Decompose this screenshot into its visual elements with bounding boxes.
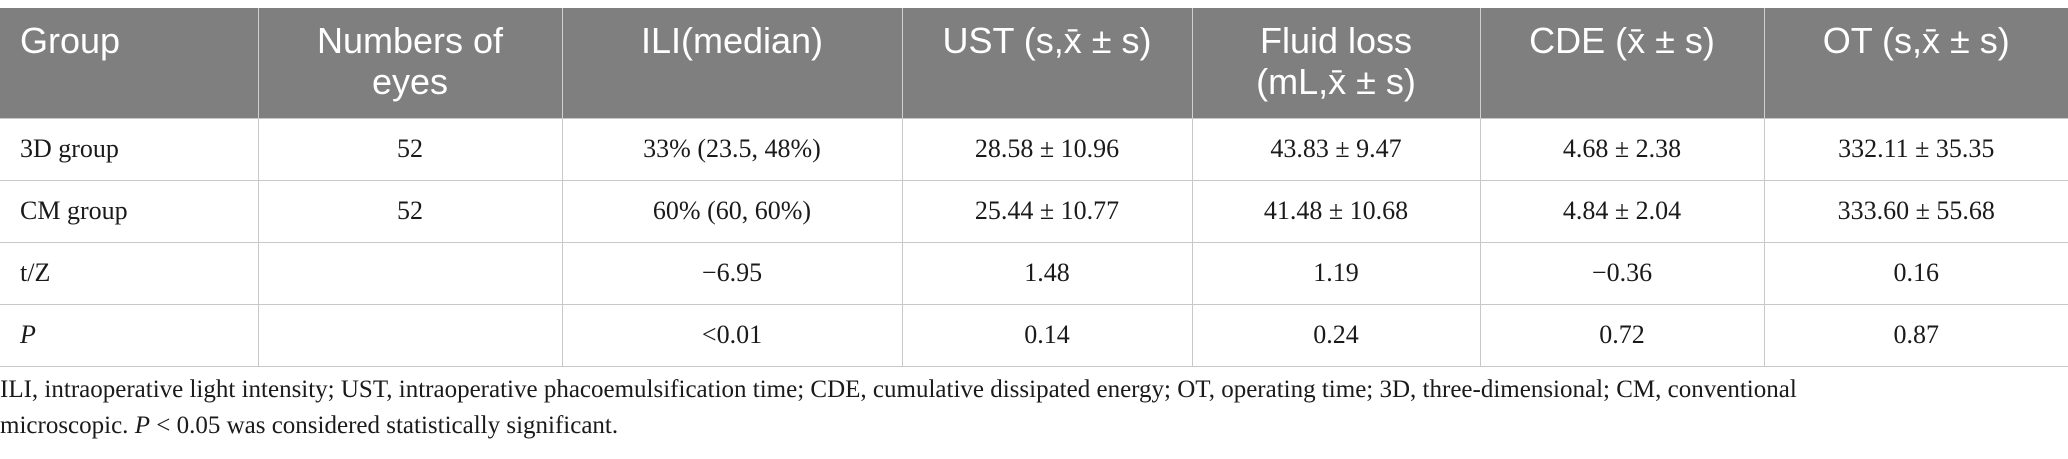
table-cell: 52: [257, 117, 562, 181]
table-cell: 1.19: [1191, 242, 1480, 305]
table-header-row: Group Numbers of eyes ILI(median) UST (s…: [0, 8, 2068, 118]
table-row-p: P <0.01 0.14 0.24 0.72 0.87: [0, 304, 2068, 367]
table-cell: 332.11 ± 35.35: [1763, 117, 2068, 181]
table-cell: 33% (23.5, 48%): [561, 117, 902, 181]
table-cell: [257, 304, 562, 367]
footnote-line-1: ILI, intraoperative light intensity; UST…: [0, 376, 1797, 403]
table-cell: 1.48: [901, 242, 1192, 305]
table-cell: 25.44 ± 10.77: [901, 180, 1192, 243]
table-cell: −0.36: [1479, 242, 1764, 305]
table-row-cm-group: CM group 52 60% (60, 60%) 25.44 ± 10.77 …: [0, 180, 2068, 243]
table-cell: −6.95: [561, 242, 902, 305]
table-cell: [257, 242, 562, 305]
header-numbers-of-eyes: Numbers of eyes: [257, 8, 562, 118]
footnote-line-2: microscopic. P < 0.05 was considered sta…: [0, 408, 2060, 444]
table-cell: <0.01: [561, 304, 902, 367]
table-cell: 0.16: [1763, 242, 2068, 305]
table-cell: P: [0, 304, 258, 367]
header-group: Group: [0, 8, 258, 118]
table-cell: 0.87: [1763, 304, 2068, 367]
table-cell: 3D group: [0, 117, 258, 181]
table-cell: t/Z: [0, 242, 258, 305]
table-cell: 41.48 ± 10.68: [1191, 180, 1480, 243]
header-ot: OT (s,x̄ ± s): [1763, 8, 2068, 118]
table-cell: 333.60 ± 55.68: [1763, 180, 2068, 243]
header-cde: CDE (x̄ ± s): [1479, 8, 1764, 118]
table-cell: 0.72: [1479, 304, 1764, 367]
table-cell: 60% (60, 60%): [561, 180, 902, 243]
table-row-t-z: t/Z −6.95 1.48 1.19 −0.36 0.16: [0, 242, 2068, 305]
results-table: Group Numbers of eyes ILI(median) UST (s…: [0, 8, 2068, 367]
table-cell: 28.58 ± 10.96: [901, 117, 1192, 181]
header-ili: ILI(median): [561, 8, 902, 118]
footnote-line-2-pre: microscopic.: [0, 412, 129, 439]
footnote-line-2-post: < 0.05 was considered statistically sign…: [149, 412, 619, 439]
footnote-p-symbol: P: [134, 412, 150, 439]
table-row-3d-group: 3D group 52 33% (23.5, 48%) 28.58 ± 10.9…: [0, 117, 2068, 181]
table-cell: 0.14: [901, 304, 1192, 367]
table-cell: 52: [257, 180, 562, 243]
table-footnote: ILI, intraoperative light intensity; UST…: [0, 372, 2060, 444]
header-fluid-loss: Fluid loss (mL,x̄ ± s): [1191, 8, 1480, 118]
table-cell: CM group: [0, 180, 258, 243]
table-cell: 4.68 ± 2.38: [1479, 117, 1764, 181]
table-cell: 0.24: [1191, 304, 1480, 367]
table-cell: 43.83 ± 9.47: [1191, 117, 1480, 181]
header-ust: UST (s,x̄ ± s): [901, 8, 1192, 118]
results-table-container: Group Numbers of eyes ILI(median) UST (s…: [0, 8, 2068, 367]
table-cell: 4.84 ± 2.04: [1479, 180, 1764, 243]
